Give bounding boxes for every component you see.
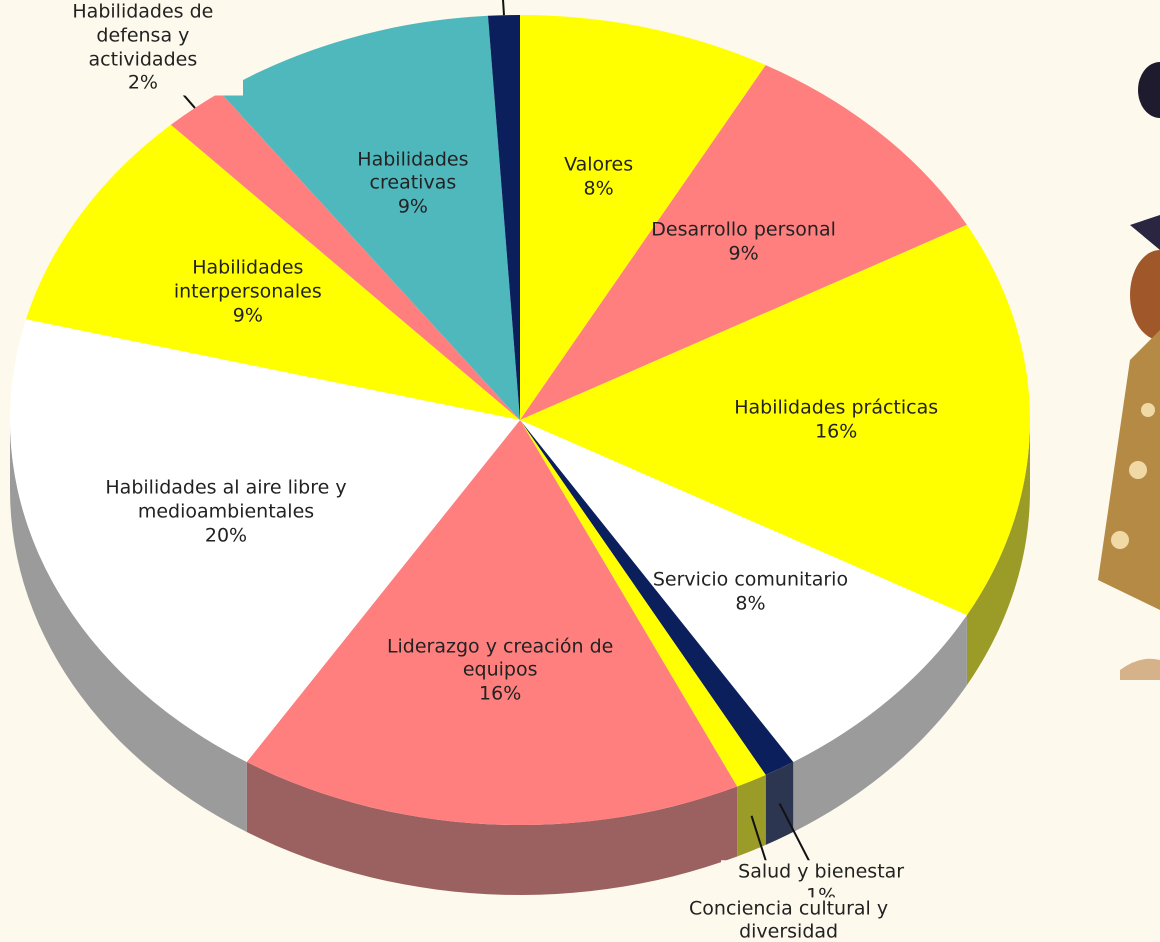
value-label: 16% [479,682,522,705]
category-label: Habilidades al aire libre y medioambient… [105,476,347,523]
slice [520,15,766,420]
slice [520,420,794,775]
category-label: Habilidades interpersonales [173,256,322,303]
slice [9,319,520,762]
slice-label: Habilidades interpersonales 9% [148,257,348,328]
slice-label: Habilidades al aire libre y medioambient… [96,477,356,548]
category-label: Liderazgo y creación de equipos [386,634,614,681]
category-label: Conciencia cultural y diversidad [689,896,889,942]
leader-line [502,0,505,16]
value-label: 9% [232,304,263,327]
slice-label: Habilidades creativas 9% [313,148,513,219]
category-label: Habilidades prácticas [734,396,939,419]
value-label: 16% [815,420,858,442]
slice-side [10,420,247,832]
slice-label: Liderazgo y creación de equipos 16% [370,635,630,706]
slice [26,124,521,421]
slice [520,224,1030,616]
illustration [1098,62,1160,680]
slice [170,92,520,420]
slice-side [246,761,738,895]
value-label: 8% [583,176,614,199]
slice [246,420,738,826]
slice-label: Habilidades prácticas 16% [706,396,966,444]
value-label: 20% [204,524,248,547]
category-label: Habilidades creativas [357,148,469,194]
slice-label: Servicio comunitario 8% [650,568,850,616]
slice [220,15,520,421]
slice-label: Desarrollo personal 9% [644,219,844,267]
slice [487,15,520,420]
slice-label: Conciencia cultural y diversidad1% [688,896,889,942]
slice-side [966,420,1030,686]
slice [520,65,967,420]
category-label: Servicio comunitario [652,568,849,591]
slice-side [765,761,794,845]
category-label: Valores [564,153,634,176]
slice [520,420,967,762]
slice-label: Valores 8% [499,153,699,201]
value-label: 9% [397,195,428,218]
category-label: Habilidades de defensa y actividades [72,0,214,71]
slice-label: Habilidades de defensa y actividades 2% [42,0,243,96]
category-label: Salud y bienestar [738,860,905,883]
value-label: 2% [127,71,158,94]
value-label: 9% [728,242,759,265]
value-label: 8% [735,591,766,614]
slice-side [793,615,967,832]
slice [520,420,766,787]
category-label: Desarrollo personal [651,218,836,241]
